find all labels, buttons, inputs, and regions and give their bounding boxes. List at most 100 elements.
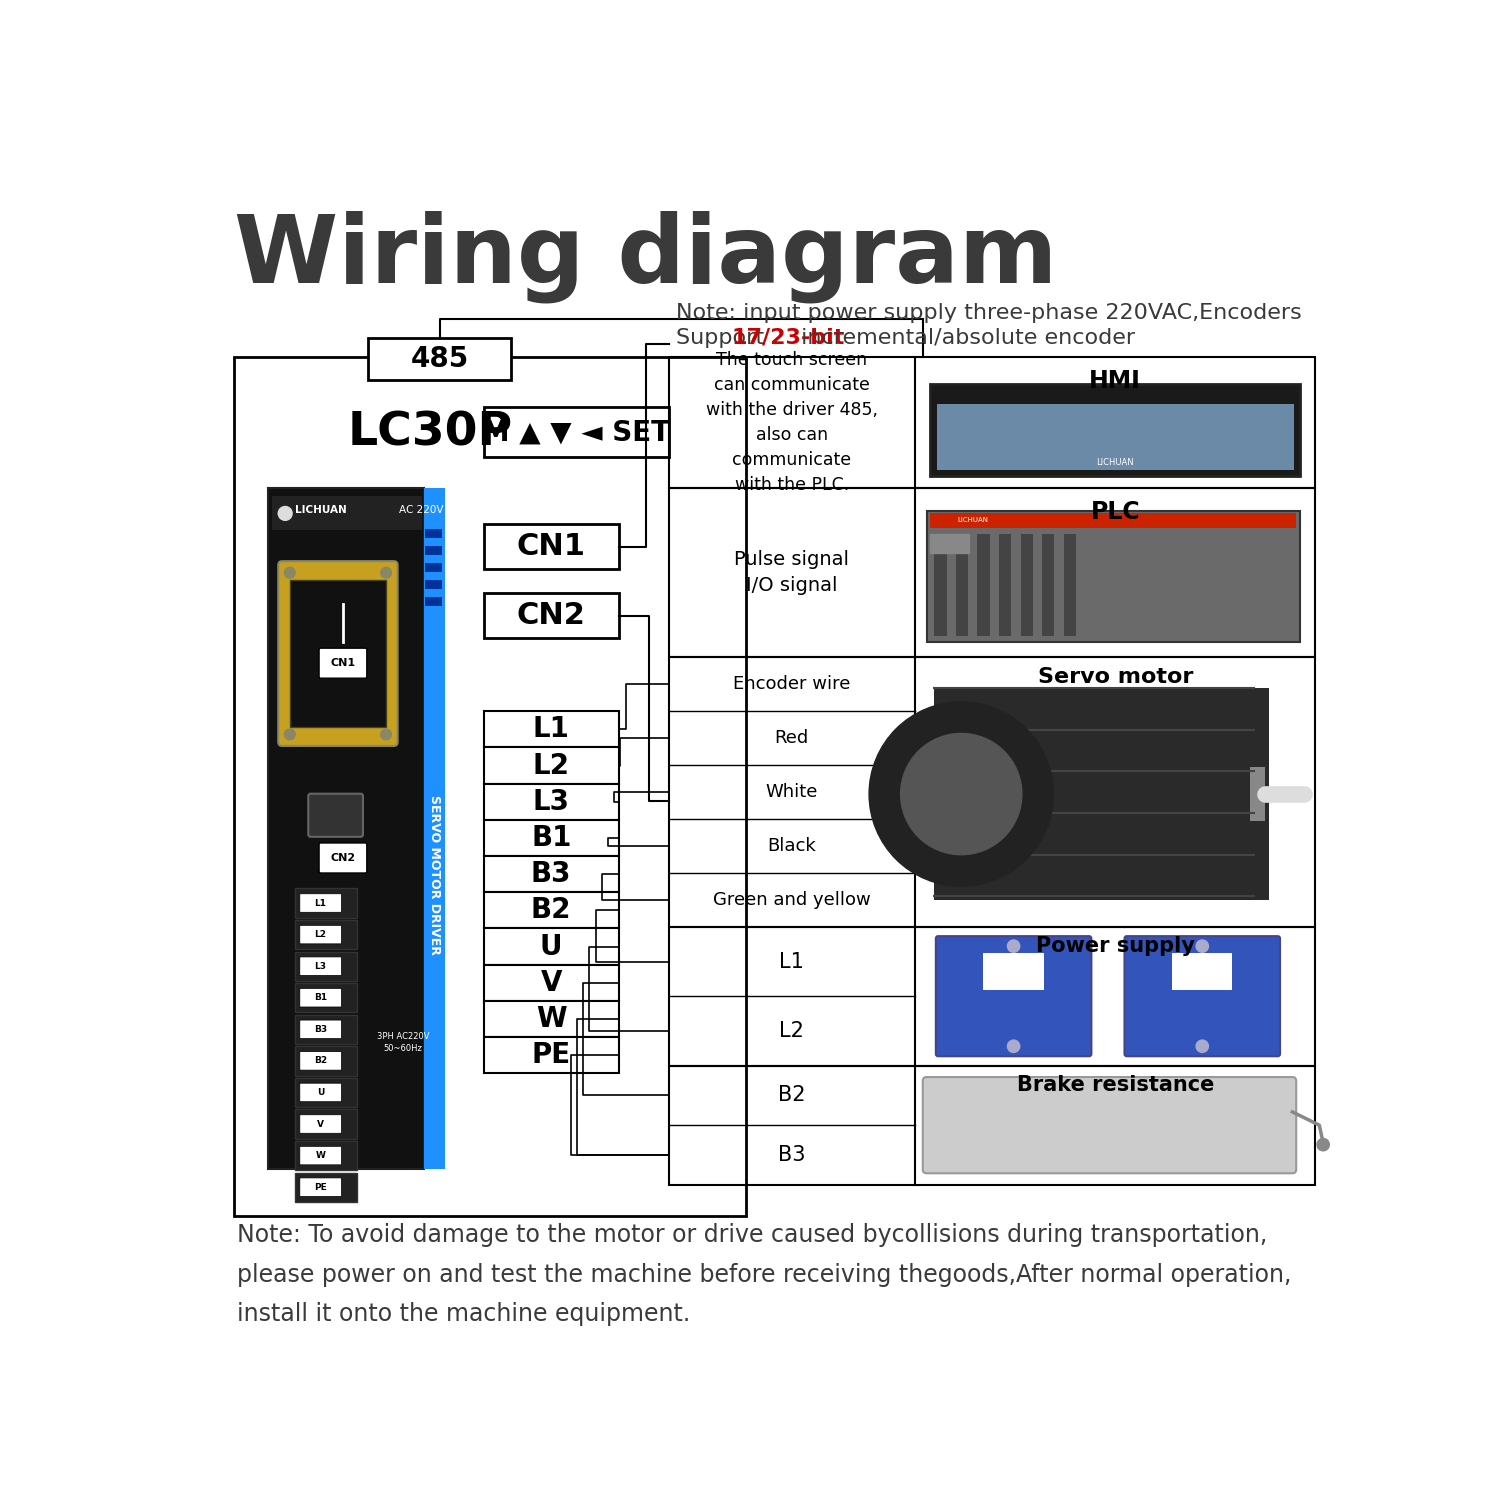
Bar (426, 597, 442, 606)
Circle shape (1196, 940, 1209, 952)
FancyBboxPatch shape (300, 1020, 342, 1038)
Text: L1: L1 (532, 716, 570, 744)
Bar (484, 892, 618, 928)
Text: Note: To avoid damage to the motor or drive caused bycollisions during transport: Note: To avoid damage to the motor or dr… (237, 1224, 1292, 1326)
Text: L2: L2 (532, 752, 570, 780)
Bar (369, 338, 512, 380)
Text: V: V (316, 1119, 324, 1128)
FancyBboxPatch shape (936, 936, 1092, 1056)
Bar (669, 488, 1316, 657)
Text: B2: B2 (314, 1056, 327, 1065)
Text: SERVO MOTOR DRIVER: SERVO MOTOR DRIVER (427, 795, 441, 956)
Bar (484, 1036, 618, 1072)
Text: Support: Support (676, 328, 771, 348)
Bar (296, 1142, 357, 1170)
Bar (290, 580, 386, 726)
Bar (484, 964, 618, 1000)
Text: B3: B3 (314, 1024, 327, 1033)
Circle shape (381, 567, 392, 578)
Circle shape (868, 702, 1053, 886)
Text: U: U (316, 1088, 324, 1096)
Bar (296, 1110, 357, 1138)
Bar (426, 579, 442, 590)
Bar (484, 747, 618, 783)
Bar (927, 512, 1300, 642)
Bar (296, 888, 357, 918)
Text: PLC: PLC (1090, 500, 1140, 523)
Bar (424, 488, 445, 1170)
Text: HMI: HMI (1089, 369, 1142, 393)
Text: W: W (315, 1150, 326, 1160)
Text: CN2: CN2 (330, 852, 356, 862)
Text: B1: B1 (314, 993, 327, 1002)
Bar (426, 546, 442, 555)
Bar (1064, 534, 1076, 636)
Circle shape (1196, 1040, 1209, 1053)
Bar (1020, 534, 1034, 636)
Bar (426, 530, 442, 538)
Text: M ▲ ▼ ◄ SET: M ▲ ▼ ◄ SET (483, 419, 670, 446)
FancyBboxPatch shape (300, 1083, 342, 1101)
FancyBboxPatch shape (922, 1077, 1296, 1173)
Bar (930, 384, 1300, 477)
Text: White: White (765, 783, 818, 801)
Circle shape (285, 729, 296, 740)
Text: PE: PE (314, 1182, 327, 1191)
Text: LC30P: LC30P (348, 411, 513, 456)
Bar (234, 357, 746, 1215)
FancyBboxPatch shape (300, 957, 342, 975)
Bar (978, 534, 990, 636)
Text: Note: input power supply three-phase 220VAC,Encoders: Note: input power supply three-phase 220… (676, 303, 1302, 322)
Text: Servo motor: Servo motor (1038, 666, 1193, 687)
Circle shape (1317, 1138, 1329, 1150)
Text: LICHUAN: LICHUAN (1096, 458, 1134, 466)
Bar (296, 920, 357, 950)
Bar (484, 524, 618, 568)
Text: Pulse signal
I/O signal: Pulse signal I/O signal (735, 550, 849, 596)
Bar (934, 534, 946, 636)
Text: B2: B2 (531, 897, 572, 924)
Bar (484, 928, 618, 964)
Bar (272, 495, 423, 531)
Bar (930, 534, 969, 554)
Circle shape (285, 567, 296, 578)
FancyBboxPatch shape (300, 1052, 342, 1070)
Text: AC 220V: AC 220V (399, 504, 444, 515)
FancyBboxPatch shape (300, 1178, 342, 1197)
Bar (1172, 954, 1233, 990)
Bar (296, 1173, 357, 1202)
Bar (669, 657, 1316, 927)
Text: Wiring diagram: Wiring diagram (234, 211, 1058, 303)
Text: LICHUAN: LICHUAN (296, 504, 346, 515)
Bar (484, 1000, 618, 1036)
Bar (1042, 534, 1054, 636)
Text: V: V (540, 969, 562, 996)
Text: Power supply: Power supply (1036, 936, 1194, 956)
FancyBboxPatch shape (320, 843, 368, 873)
FancyBboxPatch shape (279, 561, 398, 746)
Bar (1250, 766, 1266, 820)
Bar (426, 562, 442, 572)
Text: 3PH AC220V
50~60Hz: 3PH AC220V 50~60Hz (376, 1032, 429, 1053)
Text: PE: PE (531, 1041, 572, 1070)
Bar (956, 534, 968, 636)
FancyBboxPatch shape (300, 988, 342, 1006)
Text: CN1: CN1 (330, 658, 356, 668)
Bar (296, 982, 357, 1012)
Text: L2: L2 (315, 930, 327, 939)
Bar (669, 927, 1316, 1065)
FancyBboxPatch shape (320, 648, 368, 678)
Bar (936, 404, 1294, 471)
Circle shape (1008, 940, 1020, 952)
Circle shape (279, 507, 292, 520)
Bar (484, 711, 618, 747)
Bar (930, 513, 1296, 528)
Text: L3: L3 (315, 962, 327, 970)
Text: The touch screen
can communicate
with the driver 485,
also can
communicate
with : The touch screen can communicate with th… (706, 351, 878, 494)
FancyBboxPatch shape (309, 794, 363, 837)
Bar (296, 951, 357, 981)
Text: CN2: CN2 (518, 602, 585, 630)
Bar (484, 856, 618, 892)
Text: Green and yellow: Green and yellow (712, 891, 870, 909)
Text: LICHUAN: LICHUAN (957, 518, 988, 524)
